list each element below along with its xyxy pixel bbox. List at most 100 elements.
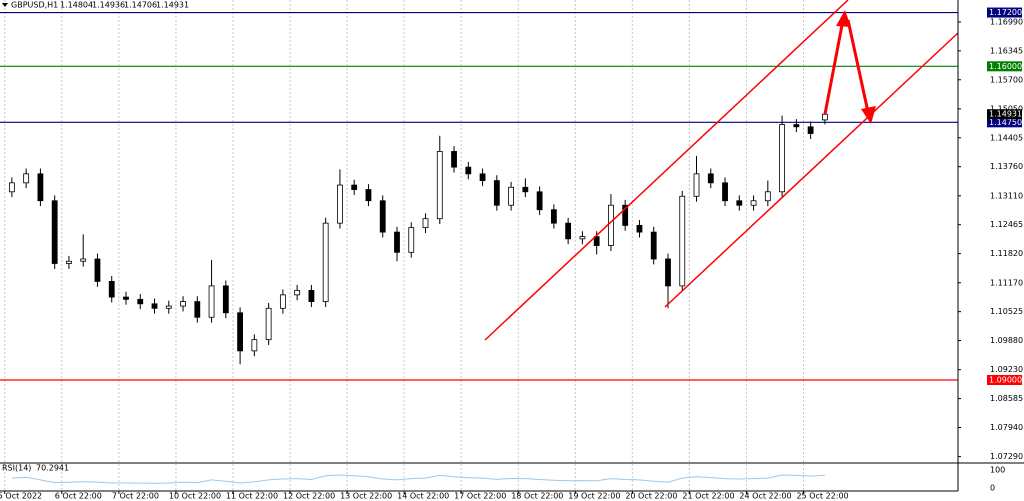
candle-body	[650, 231, 657, 260]
candle-body	[693, 173, 700, 197]
level-label: 1.16000	[989, 62, 1022, 71]
annotations	[484, 0, 959, 341]
x-tick-label: 17 Oct 22:00	[454, 492, 506, 501]
candle-body	[807, 126, 814, 134]
candle-body	[222, 285, 229, 314]
x-tick-label: 18 Oct 22:00	[511, 492, 563, 501]
candle-body	[436, 151, 443, 220]
level-label-box	[987, 117, 1022, 128]
arrow-head	[861, 106, 876, 124]
candle-body	[821, 113, 828, 121]
candle-body	[8, 182, 15, 193]
y-tick-label: 1.09880	[990, 336, 1023, 345]
price-label: 1.14931	[989, 110, 1022, 119]
x-tick-label: 6 Oct 22:00	[55, 492, 102, 501]
candle-body	[722, 182, 728, 202]
candle-body	[23, 173, 30, 184]
level-label: 1.17200	[989, 8, 1022, 17]
x-tick-label: 21 Oct 22:00	[682, 492, 734, 501]
symbol-title: GBPUSD,H1	[11, 1, 58, 10]
candle-body	[294, 289, 301, 296]
indicator-name: RSI(14)	[2, 464, 31, 473]
ohlc-high: 1.14936	[92, 1, 125, 10]
candle-body	[108, 281, 115, 298]
candle-body	[793, 124, 800, 128]
candle-body	[337, 184, 343, 224]
arrow-up	[823, 19, 845, 115]
price-label-box	[987, 109, 1022, 120]
level-layer	[0, 11, 958, 381]
y-tick-label: 1.10525	[990, 307, 1023, 316]
candle-body	[251, 339, 258, 352]
candle-body	[137, 298, 144, 305]
candle-body	[493, 180, 500, 206]
candle-body	[194, 301, 201, 318]
indicator-tick-label: 100	[990, 466, 1005, 475]
candle-body	[51, 200, 58, 264]
y-tick-label: 1.14405	[990, 133, 1023, 142]
candle-body	[394, 231, 400, 253]
candle-body	[265, 307, 272, 341]
candle-body	[465, 166, 472, 175]
candle-body	[379, 200, 386, 233]
x-tick-label: 19 Oct 22:00	[568, 492, 620, 501]
x-tick-label: 14 Oct 22:00	[397, 492, 449, 501]
candle-body	[707, 173, 714, 184]
candle-body	[365, 189, 372, 202]
level-label-box	[987, 61, 1022, 72]
y-tick-label: 1.09230	[990, 365, 1023, 374]
candle-body	[180, 301, 186, 307]
candle-body	[322, 222, 329, 302]
y-tick-label: 1.15700	[990, 75, 1023, 84]
level-label: 1.09000	[989, 375, 1022, 384]
menu-icon[interactable]	[2, 3, 8, 7]
candle-body	[593, 236, 600, 246]
y-tick-label: 1.15050	[990, 104, 1023, 113]
channel-upper	[484, 0, 849, 341]
candle-body	[764, 191, 771, 202]
y-tick-label: 1.11170	[990, 278, 1023, 287]
candle-body	[451, 151, 457, 168]
level-label: 1.14750	[989, 118, 1022, 127]
x-tick-label: 12 Oct 22:00	[283, 492, 335, 501]
channel-lower	[664, 32, 959, 308]
x-tick-label: 20 Oct 22:00	[625, 492, 677, 501]
level-label-box	[987, 374, 1022, 385]
candle-body	[479, 173, 486, 181]
candle-layer	[8, 113, 828, 365]
candle-body	[636, 224, 643, 233]
candle-body	[779, 124, 785, 193]
candle-body	[608, 204, 614, 246]
ohlc-open: 1.14804	[60, 1, 93, 10]
candle-body	[123, 296, 129, 300]
y-tick-label: 1.16345	[990, 46, 1023, 55]
x-tick-label: 11 Oct 22:00	[226, 492, 278, 501]
y-tick-label: 1.07290	[990, 452, 1023, 461]
candle-body	[80, 258, 87, 262]
candle-body	[165, 305, 172, 309]
indicator-value: 70.2941	[36, 464, 69, 473]
candle-body	[579, 236, 586, 240]
candle-body	[522, 186, 529, 193]
y-tick-label: 1.13760	[990, 162, 1023, 171]
candle-body	[622, 204, 629, 226]
candle-body	[351, 184, 358, 190]
candle-body	[308, 289, 315, 302]
candle-body	[94, 258, 101, 282]
grid-layer	[4, 0, 804, 491]
indicator-layer	[11, 474, 825, 484]
x-tick-label: 24 Oct 22:00	[739, 492, 791, 501]
indicator-line	[11, 474, 825, 484]
x-tick-label: 5 Oct 2022	[0, 492, 42, 501]
candle-body	[422, 218, 429, 229]
candle-body	[208, 285, 215, 318]
y-tick-label: 1.07940	[990, 423, 1023, 432]
candle-body	[750, 200, 757, 206]
x-tick-label: 7 Oct 22:00	[112, 492, 159, 501]
candle-body	[508, 186, 514, 206]
x-tick-label: 13 Oct 22:00	[340, 492, 392, 501]
y-tick-label: 1.13110	[990, 191, 1023, 200]
candle-body	[237, 312, 243, 352]
y-tick-label: 1.08585	[990, 394, 1023, 403]
